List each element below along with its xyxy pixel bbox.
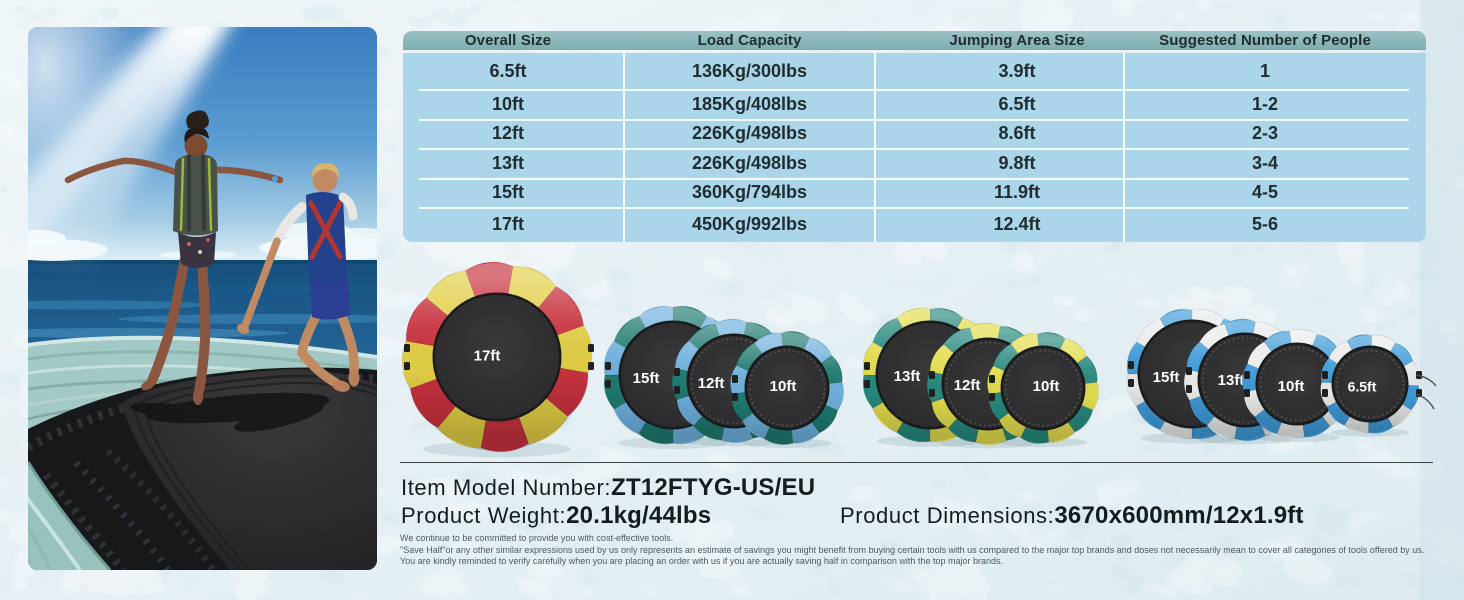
svg-text:15ft: 15ft (1153, 369, 1180, 386)
svg-text:10ft: 10ft (770, 378, 797, 395)
svg-text:17ft: 17ft (474, 348, 501, 365)
svg-text:13ft: 13ft (1218, 372, 1245, 389)
svg-text:10ft: 10ft (1278, 378, 1305, 395)
svg-text:13ft: 13ft (894, 368, 921, 385)
svg-text:10ft: 10ft (1033, 378, 1060, 395)
svg-text:6.5ft: 6.5ft (1348, 379, 1377, 395)
svg-text:12ft: 12ft (698, 375, 725, 392)
svg-text:15ft: 15ft (633, 370, 660, 387)
svg-text:12ft: 12ft (954, 377, 981, 394)
